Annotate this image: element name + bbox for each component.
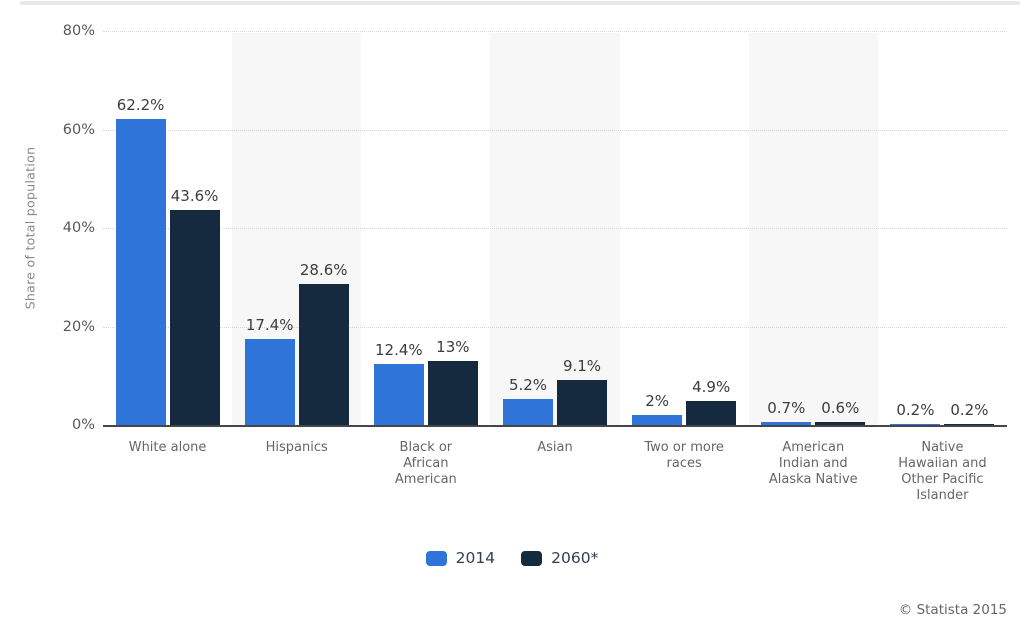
card-top-border: [20, 1, 1020, 5]
bar-2014-two-or-more-races[interactable]: [632, 415, 683, 425]
bar-2060-black-or-african-american[interactable]: [427, 360, 478, 425]
bar-2014-hispanics[interactable]: [244, 339, 295, 425]
category-label-native-hawaiian-and-other-pacific-islander: Native Hawaiian and Other Pacific Islander: [898, 440, 987, 503]
plot-area: 62.2% 17.4% 12.4% 5.2% 2% 0.7% 0.2% 43.6% 28.6% 1…: [103, 31, 1007, 427]
legend-swatch-2014: [425, 550, 447, 566]
category-label-hispanics: Hispanics: [265, 440, 328, 455]
value-label-2014-black-or-african-american: 12.4%: [375, 340, 423, 359]
category-label-american-indian-and-alaska-native: American Indian and Alaska Native: [768, 440, 858, 487]
y-tick-60: 60%: [62, 121, 95, 138]
bar-2060-asian[interactable]: [557, 380, 607, 425]
legend: 2014 2060*: [0, 549, 1024, 567]
y-tick-20: 20%: [62, 318, 95, 335]
gridline-60: [103, 129, 1007, 131]
gridline-80: [103, 31, 1007, 32]
bar-2014-black-or-african-american[interactable]: [373, 363, 424, 425]
bar-2014-asian[interactable]: [503, 399, 553, 425]
category-label-two-or-more-races: Two or more races: [644, 440, 724, 471]
legend-swatch-2060: [521, 550, 543, 566]
legend-label-2014: 2014: [455, 549, 496, 567]
bar-2060-two-or-more-races[interactable]: [686, 400, 737, 425]
value-label-2060-white-alone: 43.6%: [170, 187, 219, 206]
value-label-2014-hispanics: 17.4%: [245, 316, 294, 335]
category-label-white-alone: White alone: [128, 440, 207, 455]
bar-2014-native-hawaiian-and-other-pacific-islander[interactable]: [890, 424, 941, 425]
y-tick-40: 40%: [62, 220, 95, 236]
category-label-black-or-african-american: Black or African American: [394, 440, 457, 487]
value-label-2060-native-hawaiian-and-other-pacific-islander: 0.2%: [950, 401, 989, 419]
legend-label-2060: 2060*: [551, 549, 599, 567]
y-tick-80: 80%: [62, 23, 95, 39]
value-label-2014-american-indian-and-alaska-native: 0.7%: [767, 398, 806, 417]
value-label-2060-two-or-more-races: 4.9%: [692, 377, 731, 396]
value-label-2014-asian: 5.2%: [508, 376, 548, 395]
value-label-2060-black-or-african-american: 13%: [436, 337, 470, 356]
y-tick-0: 0%: [71, 417, 95, 433]
gridline-20: [103, 326, 1007, 328]
legend-item-2060[interactable]: 2060*: [521, 549, 598, 567]
value-label-2014-native-hawaiian-and-other-pacific-islander: 0.2%: [896, 401, 935, 419]
copyright-note: © Statista 2015: [898, 602, 1007, 618]
bar-2060-white-alone[interactable]: [169, 210, 220, 425]
value-label-2060-american-indian-and-alaska-native: 0.6%: [821, 399, 860, 418]
plot-band-american-indian-and-alaska-native: [748, 33, 878, 425]
bar-2060-native-hawaiian-and-other-pacific-islander[interactable]: [944, 424, 995, 425]
category-label-asian: Asian: [537, 440, 573, 455]
value-label-2014-two-or-more-races: 2%: [645, 392, 670, 411]
bar-2060-hispanics[interactable]: [298, 284, 349, 425]
bar-2014-american-indian-and-alaska-native[interactable]: [761, 421, 812, 425]
x-axis-category-labels: White alone Hispanics Black or African Ameri…: [103, 440, 1007, 520]
value-label-2014-white-alone: 62.2%: [116, 95, 165, 114]
value-label-2060-hispanics: 28.6%: [299, 261, 348, 280]
value-label-2060-asian: 9.1%: [562, 357, 602, 376]
plot-band-asian: [490, 33, 620, 425]
gridline-40: [103, 228, 1007, 229]
bar-2014-white-alone[interactable]: [115, 118, 166, 425]
legend-item-2014[interactable]: 2014: [425, 549, 496, 567]
bar-2060-american-indian-and-alaska-native[interactable]: [815, 422, 866, 425]
